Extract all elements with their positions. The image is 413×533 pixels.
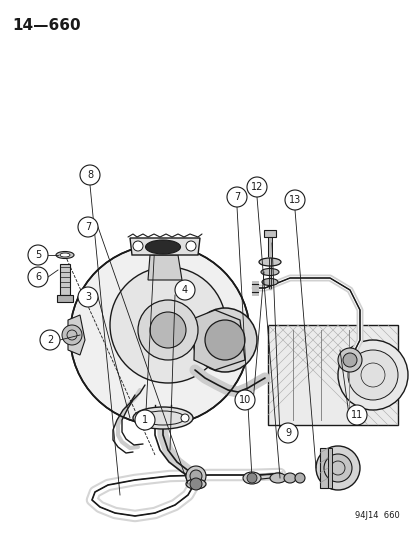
Circle shape (180, 414, 189, 422)
Text: 7: 7 (85, 222, 91, 232)
Ellipse shape (56, 252, 74, 259)
Circle shape (78, 217, 98, 237)
Circle shape (133, 241, 142, 251)
Text: 3: 3 (85, 292, 91, 302)
Polygon shape (57, 295, 73, 302)
Circle shape (342, 353, 356, 367)
Circle shape (192, 308, 256, 372)
Text: 6: 6 (35, 272, 41, 282)
Circle shape (190, 478, 202, 490)
Circle shape (347, 350, 397, 400)
Circle shape (247, 473, 256, 483)
Text: 14—660: 14—660 (12, 18, 81, 33)
Circle shape (150, 312, 185, 348)
Text: 7: 7 (233, 192, 240, 202)
Circle shape (323, 454, 351, 482)
Polygon shape (68, 315, 85, 355)
Polygon shape (147, 255, 182, 280)
Circle shape (185, 241, 195, 251)
Ellipse shape (259, 258, 280, 266)
Circle shape (190, 470, 202, 482)
Circle shape (337, 348, 361, 372)
Polygon shape (194, 310, 244, 370)
Text: 2: 2 (47, 335, 53, 345)
Ellipse shape (242, 472, 260, 484)
Circle shape (28, 267, 48, 287)
Text: 1: 1 (142, 415, 148, 425)
Ellipse shape (261, 279, 277, 286)
Circle shape (78, 287, 98, 307)
Circle shape (62, 325, 82, 345)
Polygon shape (60, 264, 70, 295)
Circle shape (226, 187, 247, 207)
Circle shape (337, 340, 407, 410)
Circle shape (315, 446, 359, 490)
Polygon shape (267, 325, 397, 425)
Ellipse shape (133, 407, 192, 429)
Text: 12: 12 (250, 182, 263, 192)
Circle shape (137, 414, 145, 422)
Circle shape (185, 466, 206, 486)
Ellipse shape (185, 479, 206, 489)
Polygon shape (327, 448, 331, 488)
Circle shape (284, 190, 304, 210)
Polygon shape (263, 230, 275, 237)
Text: 9: 9 (284, 428, 290, 438)
Circle shape (204, 320, 244, 360)
Ellipse shape (294, 473, 304, 483)
Text: 94J14  660: 94J14 660 (354, 511, 399, 520)
Ellipse shape (269, 473, 285, 483)
Ellipse shape (283, 473, 295, 483)
Text: 8: 8 (87, 170, 93, 180)
Circle shape (277, 423, 297, 443)
Circle shape (110, 267, 225, 383)
Ellipse shape (260, 269, 278, 276)
Text: 5: 5 (35, 250, 41, 260)
Text: 4: 4 (181, 285, 188, 295)
Circle shape (175, 280, 195, 300)
Polygon shape (130, 238, 199, 255)
Text: 10: 10 (238, 395, 251, 405)
Ellipse shape (145, 240, 180, 254)
Circle shape (346, 405, 366, 425)
Circle shape (40, 330, 60, 350)
Circle shape (70, 245, 249, 425)
Circle shape (138, 300, 197, 360)
Circle shape (247, 177, 266, 197)
Polygon shape (319, 448, 327, 488)
Circle shape (135, 410, 154, 430)
Text: 13: 13 (288, 195, 300, 205)
Circle shape (235, 390, 254, 410)
Circle shape (28, 245, 48, 265)
Circle shape (80, 165, 100, 185)
Ellipse shape (60, 253, 70, 257)
Text: 11: 11 (350, 410, 362, 420)
